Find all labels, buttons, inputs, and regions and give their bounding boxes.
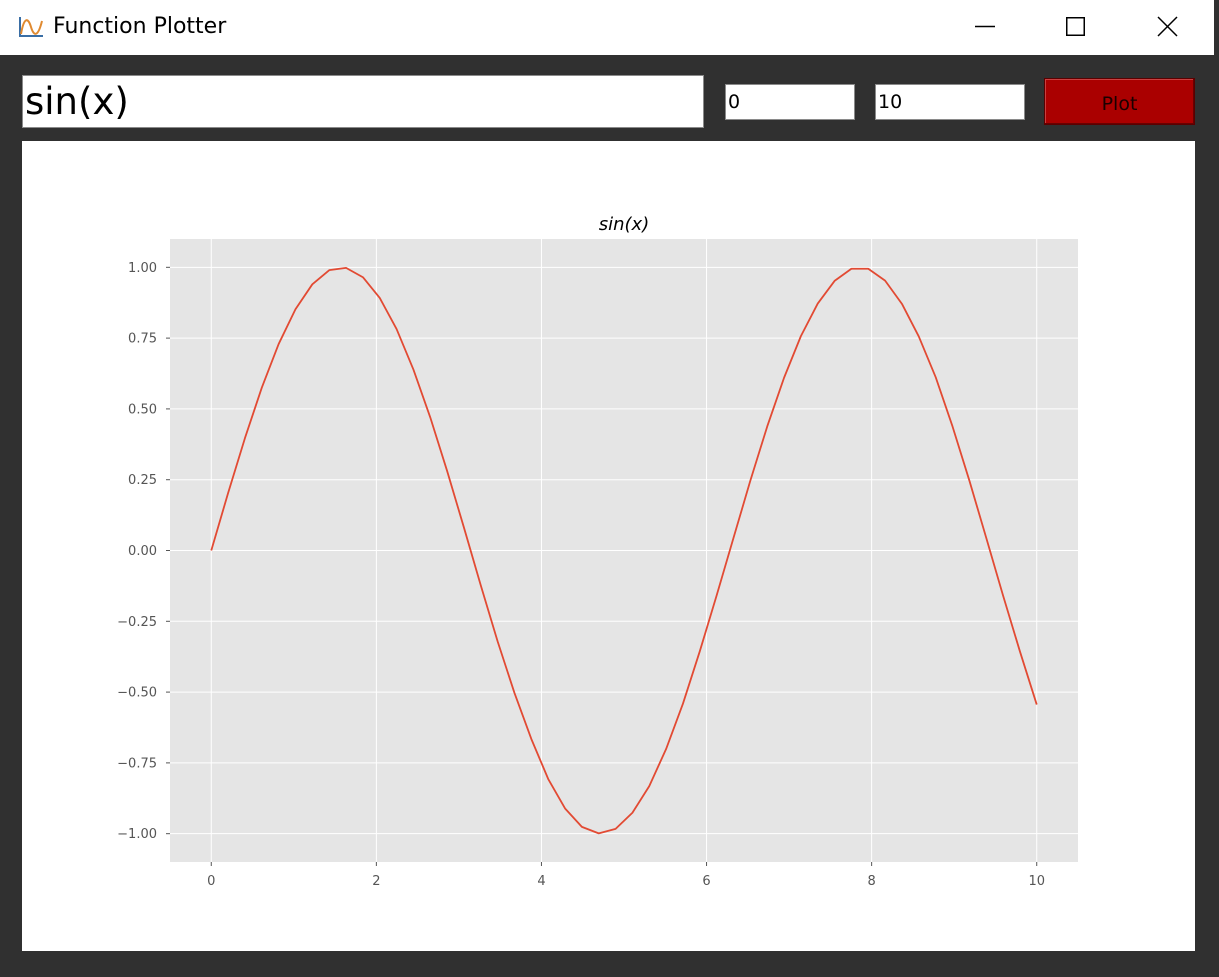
x-tick-label: 6 [702,874,710,889]
maximize-button[interactable] [1030,0,1122,55]
x-tick-label: 4 [537,874,545,889]
y-tick-label: 1.00 [128,261,157,276]
series-layer [210,266,1038,835]
x-tick-label: 8 [867,874,875,889]
expression-input[interactable] [22,75,704,128]
window-title: Function Plotter [53,14,227,39]
y-tick-label: −0.75 [117,756,157,771]
grid [170,239,1078,862]
chart-title: sin(x) [599,214,649,235]
series-line [210,266,1038,835]
x-tick-label: 10 [1028,874,1045,889]
title-bar[interactable]: Function Plotter [0,0,1214,55]
minimize-button[interactable] [938,0,1030,55]
close-button[interactable] [1122,0,1214,55]
max-x-input[interactable] [875,84,1025,120]
minimize-icon [975,25,995,28]
chart: 0 2 4 6 8 10 1.00 0.75 0.50 0.25 0.00 −0.25 −0.50 −0.… [117,214,1078,889]
y-tick-label: 0.25 [128,473,157,488]
close-icon [1157,16,1178,37]
maximize-icon [1066,17,1085,36]
tick-labels: 0 2 4 6 8 10 1.00 0.75 0.50 0.25 0.00 −0.25 −0.50 −0.… [117,261,1045,889]
x-tick-label: 2 [372,874,380,889]
plot-button[interactable]: Plot [1044,78,1195,125]
y-tick-label: −1.00 [117,827,157,842]
min-x-input[interactable] [725,84,855,120]
y-tick-label: −0.50 [117,686,157,701]
plot-canvas: 0 2 4 6 8 10 1.00 0.75 0.50 0.25 0.00 −0.25 −0.50 −0.… [22,141,1195,951]
y-tick-label: −0.25 [117,615,157,630]
x-tick-label: 0 [207,874,215,889]
y-tick-label: 0.75 [128,332,157,347]
y-tick-label: 0.50 [128,402,157,417]
chart-app-icon [19,17,43,37]
y-tick-label: 0.00 [128,544,157,559]
